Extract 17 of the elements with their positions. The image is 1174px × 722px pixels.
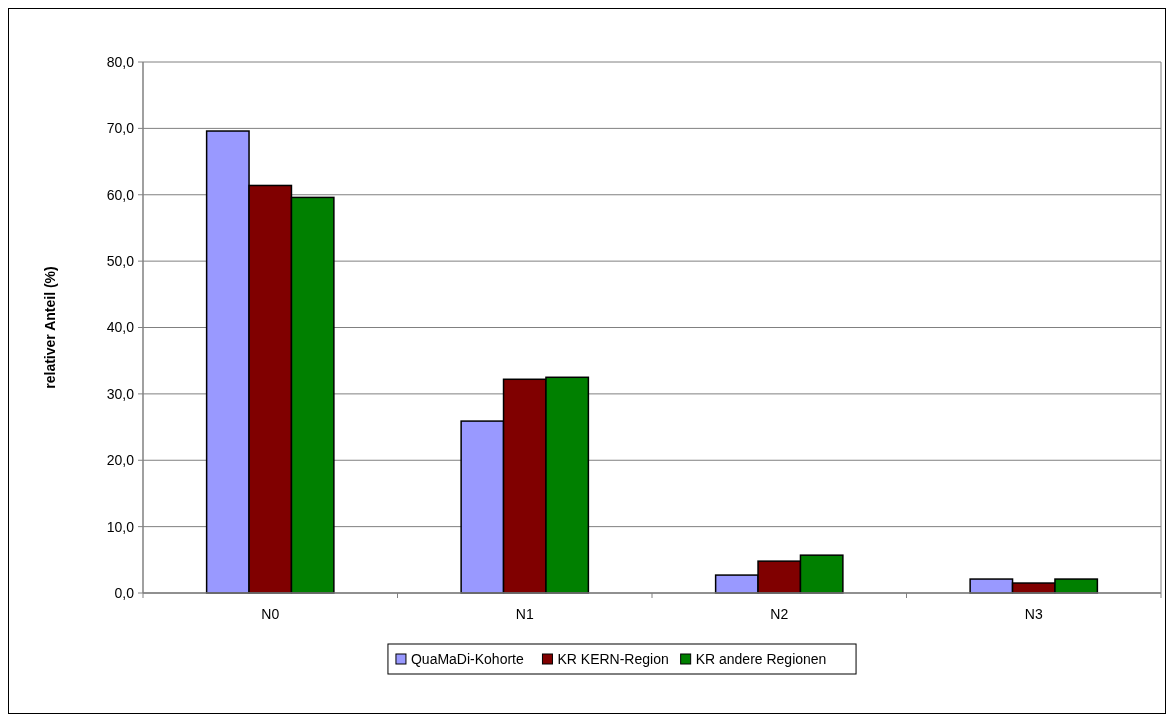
x-tick-label: N1 (515, 606, 534, 622)
y-tick-label: 0,0 (114, 584, 135, 601)
legend-label: QuaMaDi-Kohorte (410, 650, 524, 667)
x-tick-label: N2 (770, 606, 789, 622)
y-tick-label: 80,0 (106, 53, 135, 70)
y-tick-label: 50,0 (106, 253, 135, 270)
y-tick-label: 40,0 (106, 319, 135, 336)
y-tick-label: 30,0 (106, 385, 135, 402)
y-tick-label: 10,0 (106, 518, 135, 535)
y-axis-title: relativer Anteil (%) (42, 266, 58, 389)
legend-label: KR KERN-Region (557, 650, 669, 667)
y-tick-label: 70,0 (106, 120, 135, 137)
y-tick-label: 20,0 (106, 452, 135, 469)
x-tick-label: N3 (1024, 606, 1043, 622)
y-tick-label: 60,0 (106, 186, 135, 203)
legend-label: KR andere Regionen (695, 650, 827, 667)
x-tick-label: N0 (261, 606, 280, 622)
